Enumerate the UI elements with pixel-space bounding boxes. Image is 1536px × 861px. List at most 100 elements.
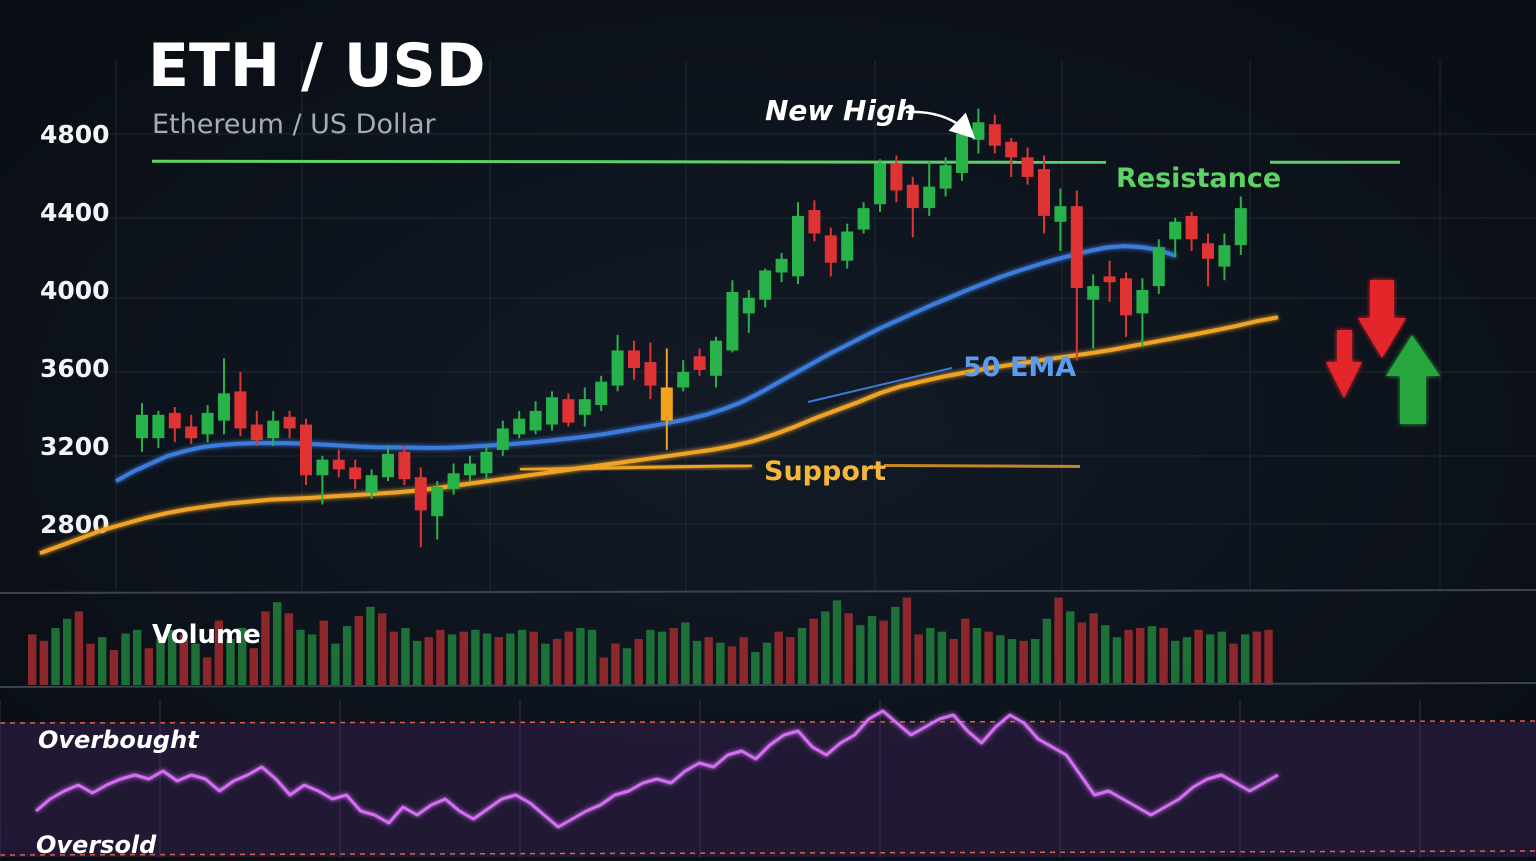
candle-body bbox=[398, 451, 411, 480]
y-tick-label: 4800 bbox=[40, 120, 110, 149]
candle bbox=[152, 410, 165, 448]
candle-body bbox=[972, 122, 985, 140]
candle bbox=[890, 155, 903, 203]
volume-bar bbox=[1252, 631, 1262, 685]
y-tick-label: 4400 bbox=[40, 198, 110, 227]
volume-bar bbox=[1077, 622, 1087, 685]
ema-label-leader bbox=[807, 367, 953, 403]
candle-body bbox=[464, 463, 476, 476]
volume-bar bbox=[86, 643, 95, 685]
volume-bar bbox=[797, 627, 807, 685]
new-high-annotation: New High bbox=[765, 94, 916, 127]
candle bbox=[250, 410, 263, 446]
candle-body bbox=[185, 426, 198, 439]
volume-bar bbox=[587, 629, 597, 685]
volume-bar bbox=[249, 648, 259, 685]
candle bbox=[1021, 147, 1034, 185]
chart-subtitle: Ethereum / US Dollar bbox=[152, 109, 437, 140]
volume-bar bbox=[529, 631, 538, 685]
volume-bar bbox=[401, 627, 410, 685]
volume-bar bbox=[1194, 629, 1203, 685]
volume-bar bbox=[996, 635, 1005, 685]
candle-body bbox=[628, 350, 640, 368]
volume-bar bbox=[704, 637, 713, 685]
candle bbox=[1005, 137, 1018, 177]
candle bbox=[168, 407, 181, 443]
candle-body bbox=[316, 459, 329, 476]
candle bbox=[218, 358, 230, 435]
volume-bar bbox=[331, 643, 340, 685]
volume-bar bbox=[494, 637, 503, 685]
candle-body bbox=[808, 210, 821, 234]
overbought-label: Overbought bbox=[38, 726, 200, 754]
candle bbox=[759, 268, 772, 308]
candle bbox=[464, 455, 476, 482]
candle bbox=[578, 387, 591, 427]
price-grid bbox=[110, 60, 1536, 590]
volume-bar bbox=[1101, 625, 1110, 685]
candle-body bbox=[201, 412, 214, 435]
candle-body bbox=[431, 486, 444, 517]
candle-body bbox=[644, 362, 657, 386]
candle bbox=[332, 449, 345, 478]
candle bbox=[546, 391, 558, 431]
new-high-arrow-icon bbox=[905, 110, 976, 139]
candle-body bbox=[529, 410, 542, 431]
volume-bar bbox=[984, 631, 993, 685]
candle-body bbox=[218, 393, 230, 421]
volume-bar bbox=[202, 657, 212, 685]
candle-body bbox=[660, 387, 673, 421]
candle-body bbox=[988, 124, 1001, 146]
candle-body bbox=[906, 184, 919, 209]
candle bbox=[365, 469, 378, 499]
volume-bar bbox=[74, 611, 84, 685]
volume-bar bbox=[28, 634, 37, 685]
candle bbox=[972, 108, 985, 154]
candle-body bbox=[513, 418, 526, 435]
candle bbox=[1169, 217, 1182, 257]
candle-body bbox=[136, 414, 148, 439]
candle-body bbox=[824, 235, 837, 263]
candle bbox=[1185, 212, 1198, 251]
candle-body bbox=[710, 340, 722, 376]
candle-body bbox=[480, 451, 493, 474]
candle bbox=[595, 375, 608, 411]
volume-bar bbox=[144, 648, 154, 685]
candle bbox=[693, 348, 706, 376]
volume-bar bbox=[622, 648, 632, 685]
candle bbox=[841, 223, 854, 269]
volume-bar bbox=[844, 613, 853, 685]
candle-body bbox=[595, 381, 608, 406]
volume-bar bbox=[1171, 640, 1180, 685]
volume-bar bbox=[681, 622, 690, 685]
volume-bar bbox=[1019, 640, 1028, 685]
volume-bar bbox=[389, 631, 398, 685]
volume-bar bbox=[937, 631, 947, 685]
candle-body bbox=[1054, 206, 1067, 222]
volume-bar bbox=[179, 634, 189, 685]
rsi-zone bbox=[0, 722, 1536, 857]
candle bbox=[742, 290, 755, 333]
candle-body bbox=[447, 473, 460, 489]
candle bbox=[644, 342, 657, 400]
volume-bar bbox=[657, 631, 667, 685]
candle bbox=[1136, 278, 1149, 347]
candle-body bbox=[874, 163, 886, 205]
volume-bar bbox=[552, 639, 562, 685]
candle-body bbox=[857, 208, 870, 230]
candle-body bbox=[349, 467, 362, 480]
candle bbox=[382, 446, 394, 482]
candle-body bbox=[1087, 286, 1100, 300]
volume-bar bbox=[809, 618, 818, 685]
volume-bar bbox=[972, 627, 982, 685]
volume-bar bbox=[599, 657, 608, 685]
resistance-label: Resistance bbox=[1116, 163, 1281, 194]
candle bbox=[349, 459, 362, 489]
volume-bar bbox=[1066, 611, 1075, 685]
candle bbox=[792, 202, 804, 285]
candle-body bbox=[1218, 245, 1231, 267]
volume-bar bbox=[576, 627, 585, 685]
candle bbox=[710, 336, 722, 388]
candle-body bbox=[1152, 247, 1165, 287]
volume-bar bbox=[51, 627, 60, 685]
